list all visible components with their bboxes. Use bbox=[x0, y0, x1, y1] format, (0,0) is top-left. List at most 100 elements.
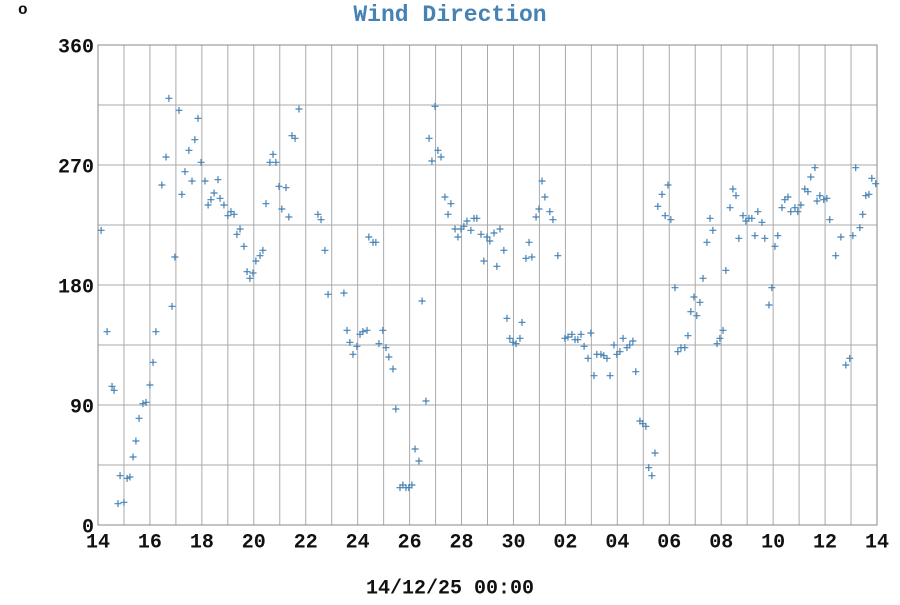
data-point bbox=[375, 340, 383, 348]
data-point bbox=[696, 298, 704, 306]
data-point bbox=[152, 328, 160, 336]
data-point bbox=[256, 252, 264, 260]
data-point bbox=[171, 253, 179, 261]
data-point bbox=[820, 196, 828, 204]
data-point bbox=[139, 400, 147, 408]
data-point bbox=[97, 226, 105, 234]
data-point bbox=[363, 326, 371, 334]
data-point bbox=[158, 181, 166, 189]
x-tick-label: 12 bbox=[813, 531, 837, 554]
data-point bbox=[266, 158, 274, 166]
y-tick-label: 0 bbox=[82, 516, 94, 539]
data-point bbox=[246, 274, 254, 282]
data-point bbox=[541, 193, 549, 201]
data-point bbox=[282, 184, 290, 192]
data-point bbox=[236, 225, 244, 233]
data-point bbox=[587, 329, 595, 337]
data-point bbox=[671, 284, 679, 292]
data-point bbox=[535, 205, 543, 213]
data-point bbox=[726, 204, 734, 212]
x-tick-label: 14 bbox=[86, 531, 110, 554]
data-point bbox=[616, 348, 624, 356]
x-tick-label: 10 bbox=[761, 531, 785, 554]
data-point bbox=[807, 173, 815, 181]
data-point bbox=[496, 225, 504, 233]
data-point bbox=[175, 106, 183, 114]
data-point bbox=[262, 200, 270, 208]
data-point bbox=[859, 210, 867, 218]
data-point bbox=[610, 341, 618, 349]
data-point bbox=[467, 226, 475, 234]
data-point bbox=[444, 210, 452, 218]
data-point bbox=[353, 342, 361, 350]
data-point bbox=[751, 232, 759, 240]
data-point bbox=[574, 336, 582, 344]
x-tick-label: 04 bbox=[605, 531, 629, 554]
data-point bbox=[832, 252, 840, 260]
data-point bbox=[210, 189, 218, 197]
data-point bbox=[512, 340, 520, 348]
data-point bbox=[214, 176, 222, 184]
y-tick-label: 270 bbox=[58, 156, 94, 179]
data-point bbox=[428, 157, 436, 165]
data-point bbox=[754, 208, 762, 216]
data-point bbox=[418, 297, 426, 305]
data-point bbox=[528, 253, 536, 261]
data-point bbox=[813, 197, 821, 205]
data-point bbox=[661, 212, 669, 220]
data-point bbox=[626, 341, 634, 349]
data-point bbox=[862, 192, 870, 200]
data-point bbox=[314, 210, 322, 218]
data-point bbox=[285, 213, 293, 221]
data-point bbox=[778, 204, 786, 212]
y-tick-label: 360 bbox=[58, 36, 94, 59]
data-point bbox=[852, 164, 860, 172]
data-point bbox=[784, 193, 792, 201]
data-point bbox=[275, 182, 283, 190]
data-point bbox=[761, 234, 769, 242]
data-point bbox=[797, 201, 805, 209]
data-point bbox=[349, 350, 357, 358]
data-point bbox=[654, 202, 662, 210]
data-point bbox=[703, 238, 711, 246]
data-point bbox=[774, 232, 782, 240]
x-tick-label: 14 bbox=[865, 531, 889, 554]
data-point bbox=[739, 212, 747, 220]
data-point bbox=[454, 233, 462, 241]
data-point bbox=[201, 177, 209, 185]
data-point bbox=[392, 405, 400, 413]
data-point bbox=[425, 134, 433, 142]
x-tick-label: 16 bbox=[138, 531, 162, 554]
data-point bbox=[114, 500, 122, 508]
data-point bbox=[340, 289, 348, 297]
data-point bbox=[716, 334, 724, 342]
data-point bbox=[561, 334, 569, 342]
data-point bbox=[674, 348, 682, 356]
data-point bbox=[165, 94, 173, 102]
data-point bbox=[269, 150, 277, 158]
data-point bbox=[116, 472, 124, 480]
x-tick-label: 30 bbox=[501, 531, 525, 554]
data-point bbox=[480, 257, 488, 265]
data-point bbox=[129, 453, 137, 461]
data-point bbox=[768, 284, 776, 292]
data-point bbox=[732, 192, 740, 200]
data-point bbox=[748, 214, 756, 222]
data-point bbox=[719, 326, 727, 334]
data-point bbox=[811, 164, 819, 172]
data-point bbox=[197, 158, 205, 166]
data-point bbox=[794, 208, 802, 216]
data-point bbox=[837, 233, 845, 241]
data-point bbox=[181, 168, 189, 176]
data-point bbox=[431, 102, 439, 110]
data-point bbox=[729, 185, 737, 193]
data-point bbox=[584, 354, 592, 362]
data-point bbox=[120, 498, 128, 506]
data-point bbox=[486, 237, 494, 245]
data-point bbox=[272, 158, 280, 166]
y-tick-label: 90 bbox=[70, 396, 94, 419]
data-point bbox=[648, 472, 656, 480]
data-point bbox=[826, 216, 834, 224]
data-point bbox=[142, 398, 150, 406]
